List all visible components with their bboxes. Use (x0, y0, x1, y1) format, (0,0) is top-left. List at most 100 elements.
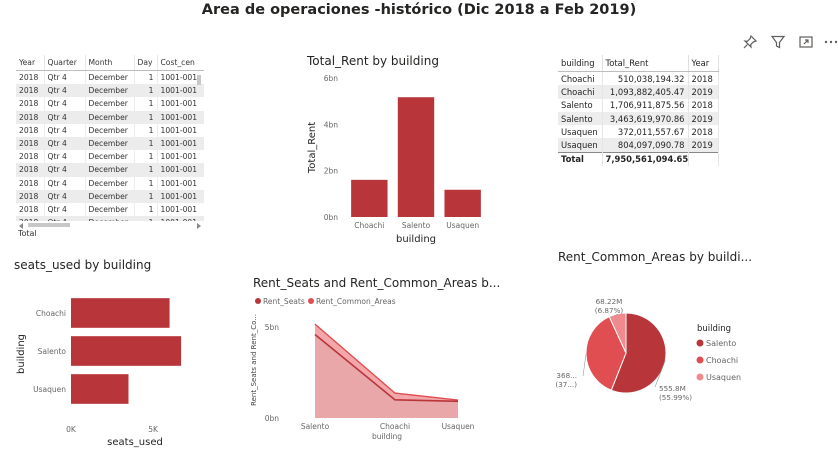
column-header[interactable]: Cost_cen (157, 55, 204, 71)
scrollbar-thumb[interactable] (197, 75, 201, 85)
table-cell: December (85, 84, 135, 98)
chart-title: Rent_Seats and Rent_Common_Areas b... (253, 276, 501, 290)
pie-value-label: 555.8M (659, 384, 686, 393)
legend-label: Rent_Common_Areas (316, 297, 396, 306)
table-cell: Choachi (558, 71, 603, 86)
table-cell: Qtr 4 (44, 189, 86, 203)
bar[interactable] (397, 97, 435, 217)
total-rent-chart[interactable]: 0bn 2bn 4bn 6bn Choachi Salento Usaquen buildin… (300, 68, 500, 250)
legend-marker[interactable] (696, 339, 704, 347)
area-series-rent-seats[interactable] (315, 334, 458, 418)
table-cell: 2018 (16, 150, 45, 164)
y-tick-label: 0bn (324, 213, 339, 222)
column-header[interactable]: Day (134, 55, 158, 71)
legend-title: building (697, 324, 731, 334)
table-row[interactable]: Choachi 510,038,194.32 2018 (558, 71, 719, 86)
pie-slice[interactable] (585, 316, 627, 391)
table-cell: 1 (134, 84, 158, 98)
bar[interactable] (71, 374, 129, 404)
rent-seats-area-chart[interactable]: Rent_Seats Rent_Common_Areas 0bn 5bn Salento… (245, 290, 495, 450)
x-tick-label: Usaquen (446, 221, 479, 230)
table-cell: 2019 (688, 111, 719, 126)
table-cell: 1,093,882,405.47 (602, 85, 689, 99)
table-row[interactable]: Salento 3,463,619,970.86 2019 (558, 111, 719, 126)
column-header[interactable]: Year (16, 55, 45, 71)
table-cell: 1 (134, 150, 158, 164)
table-cell: 1001-001 (157, 150, 204, 164)
pie-leader-line (654, 360, 666, 388)
x-axis-label: building (372, 432, 402, 441)
pie-value-label: 368... (556, 371, 577, 380)
column-header[interactable]: Month (85, 55, 135, 71)
scroll-right-icon[interactable] (197, 223, 201, 229)
column-header[interactable]: Total_Rent (602, 55, 689, 72)
table-cell: 1 (134, 202, 158, 217)
table-cell: Salento (558, 111, 603, 126)
summary-table[interactable]: building Total_Rent Year Choachi 510,038,… (558, 55, 719, 167)
table-cell: Qtr 4 (44, 110, 86, 124)
table-row[interactable]: Usaquen 804,097,090.78 2019 (558, 138, 719, 153)
scroll-left-icon[interactable] (19, 223, 23, 229)
table-cell: 1001-001 (157, 136, 204, 151)
table-cell: Qtr 4 (44, 123, 86, 137)
bar[interactable] (444, 189, 481, 217)
more-options-icon[interactable] (823, 34, 838, 50)
seats-used-chart[interactable]: Choachi Salento Usaquen 0K 5K seats_used build… (10, 274, 210, 454)
table-cell: December (85, 97, 135, 111)
table-cell: 1001-001 (157, 123, 204, 137)
table-row[interactable]: Salento 1,706,911,875.56 2018 (558, 98, 719, 112)
focus-mode-icon[interactable] (798, 34, 814, 50)
table-cell: 1 (134, 163, 158, 177)
table-cell: 1 (134, 110, 158, 124)
detail-table[interactable]: Year Quarter Month Day Cost_cen 2018 Qtr … (16, 55, 204, 241)
total-value: 7,950,561,094.65 (602, 151, 689, 167)
table-cell: 2018 (16, 97, 45, 111)
y-tick-label: 2bn (324, 167, 339, 176)
horizontal-scrollbar[interactable] (16, 221, 204, 229)
bar[interactable] (351, 179, 388, 217)
vertical-scrollbar[interactable] (196, 73, 202, 219)
table-cell: 1,706,911,875.56 (602, 98, 689, 112)
rent-common-areas-pie-chart[interactable]: 555.8M(55.99%) 368...(37...) 68.22M(6.87%)… (555, 266, 775, 416)
y-tick-label: 0bn (265, 414, 280, 423)
chart-title: seats_used by building (14, 258, 152, 272)
column-header[interactable]: building (558, 55, 603, 72)
table-row[interactable]: Usaquen 372,011,557.67 2018 (558, 125, 719, 139)
table-cell: 2018 (16, 123, 45, 137)
pie-percent-label: (55.99%) (659, 393, 692, 402)
table-row[interactable]: Choachi 1,093,882,405.47 2019 (558, 85, 719, 99)
table-cell: 2018 (16, 189, 45, 203)
pie-leader-line (582, 354, 587, 377)
scrollbar-thumb[interactable] (28, 223, 70, 227)
column-header[interactable]: Quarter (44, 55, 86, 71)
x-tick-label: Usaquen (442, 422, 475, 431)
report-title: Area de operaciones -histórico (Dic 2018… (201, 2, 637, 18)
table-cell: Qtr 4 (44, 136, 86, 151)
bar[interactable] (71, 336, 182, 366)
bar[interactable] (71, 298, 170, 328)
pin-icon[interactable] (742, 34, 758, 50)
filter-icon[interactable] (770, 34, 786, 50)
table-cell: December (85, 150, 135, 164)
table-cell: 1001-001 (157, 202, 204, 217)
table-cell: Qtr 4 (44, 84, 86, 98)
column-header[interactable]: Year (688, 55, 719, 72)
legend-marker[interactable] (696, 373, 704, 381)
legend-label: Choachi (706, 356, 738, 365)
table-cell: 2018 (688, 125, 719, 139)
table-cell: 1001-001 (157, 163, 204, 177)
legend-marker[interactable] (696, 356, 704, 364)
table-cell: 2018 (16, 176, 45, 190)
table-cell: Choachi (558, 85, 603, 99)
